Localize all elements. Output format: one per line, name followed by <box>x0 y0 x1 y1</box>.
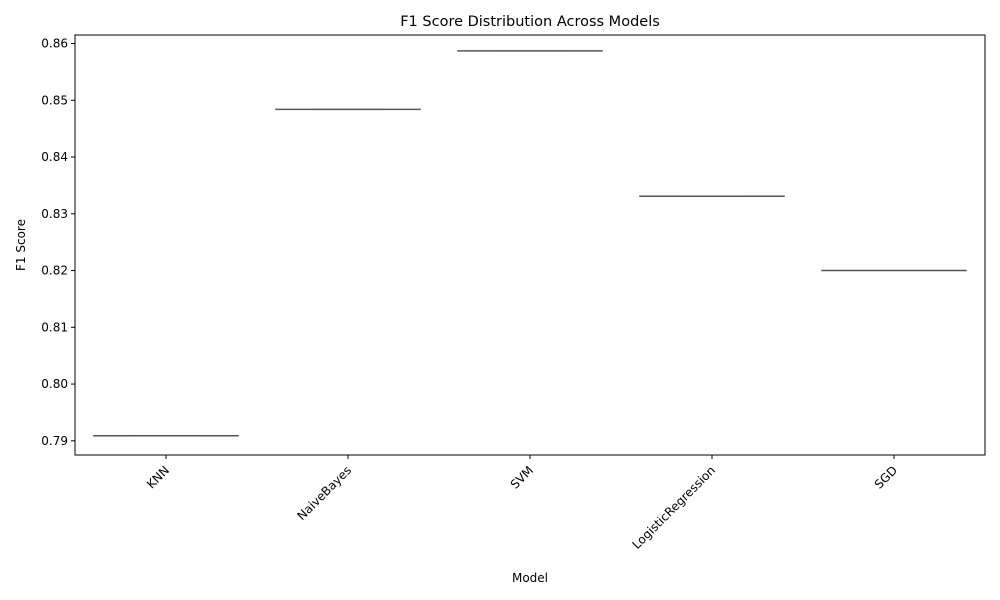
x-axis-ticks: KNN NaiveBayes SVM LogisticRegression SGD <box>144 455 900 552</box>
y-tick-label: 0.81 <box>41 320 68 334</box>
x-tick-label: SVM <box>508 463 536 491</box>
x-tick-label: LogisticRegression <box>630 463 719 552</box>
y-tick-label: 0.85 <box>41 93 68 107</box>
y-tick-label: 0.86 <box>41 37 68 51</box>
y-tick-label: 0.80 <box>41 377 68 391</box>
x-tick-label: KNN <box>144 463 172 491</box>
y-axis-ticks: 0.79 0.80 0.81 0.82 0.83 0.84 0.85 0.86 <box>41 37 75 448</box>
x-tick-label: SGD <box>872 463 900 491</box>
x-axis-label: Model <box>512 571 548 585</box>
y-tick-label: 0.82 <box>41 264 68 278</box>
y-tick-label: 0.83 <box>41 207 68 221</box>
x-tick-label: NaiveBayes <box>294 463 354 523</box>
box-marks <box>93 50 967 437</box>
y-tick-label: 0.79 <box>41 434 68 448</box>
plot-frame <box>74 34 986 456</box>
y-axis-label: F1 Score <box>14 219 28 271</box>
y-tick-label: 0.84 <box>41 150 68 164</box>
chart-title: F1 Score Distribution Across Models <box>400 14 660 30</box>
